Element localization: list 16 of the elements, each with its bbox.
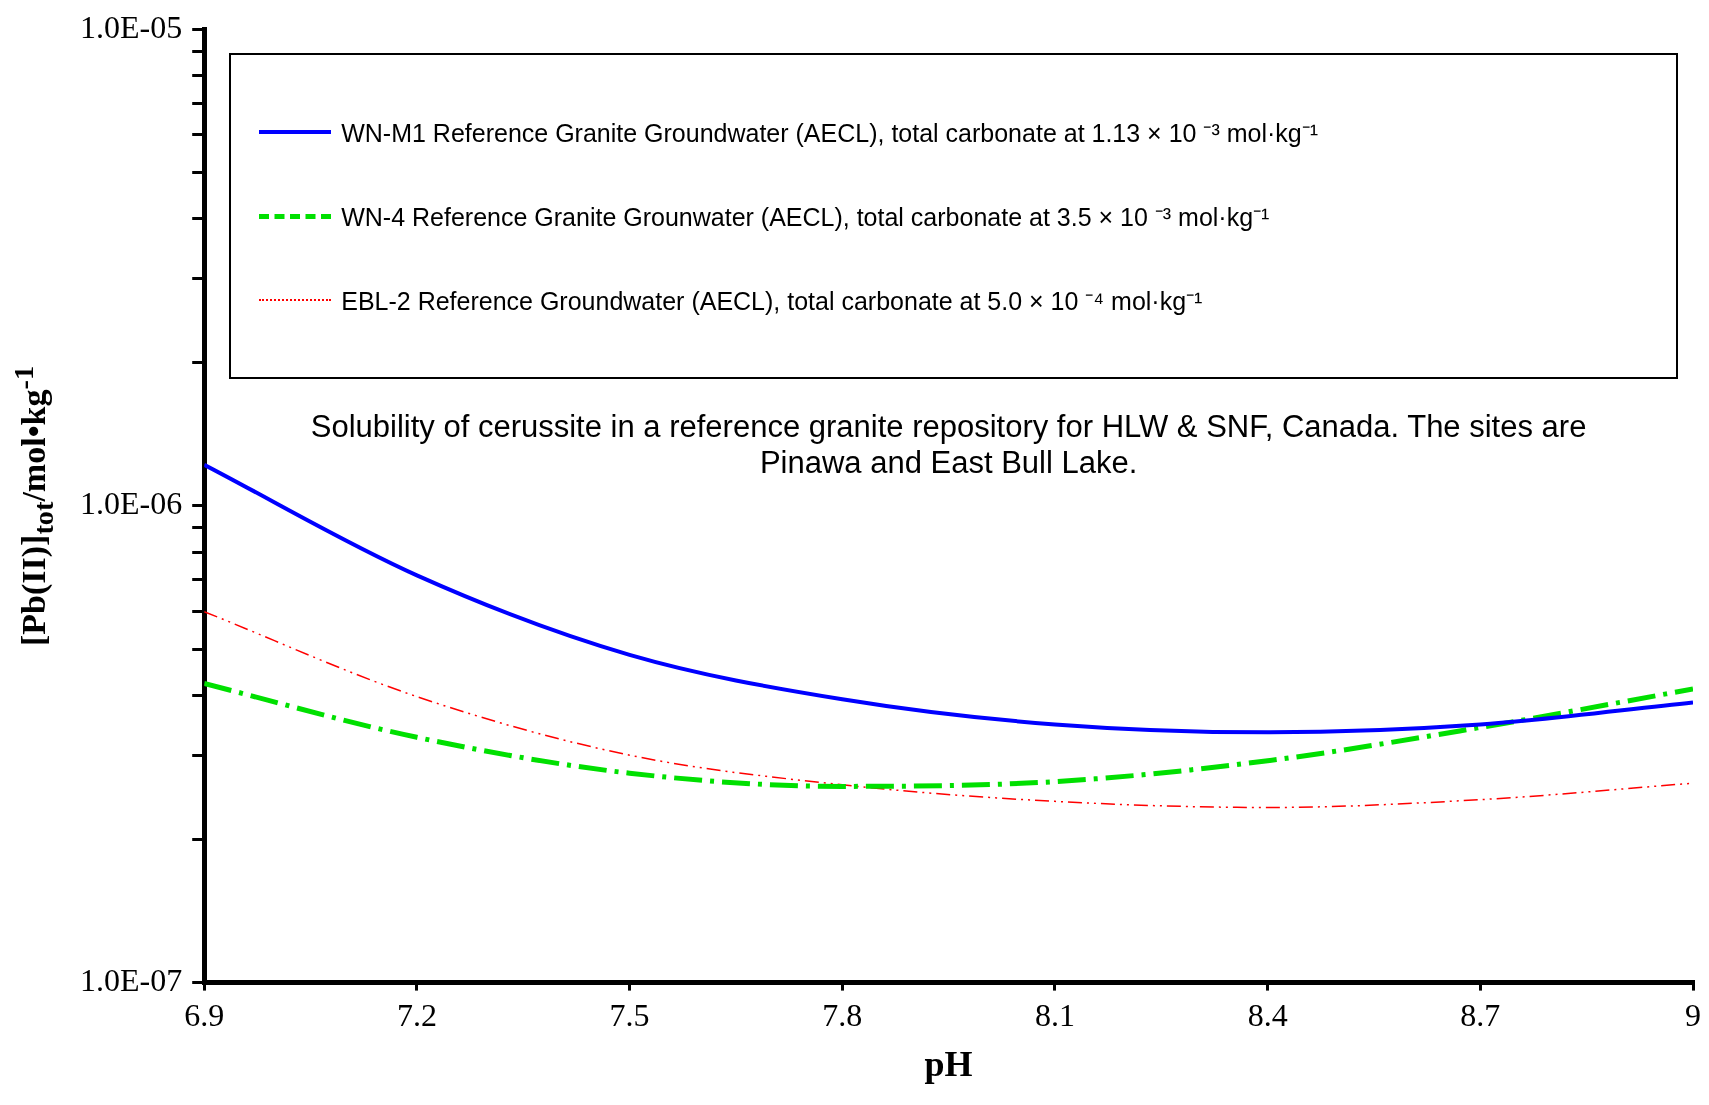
legend-label: EBL-2 Reference Groundwater (AECL), total carbonate at 5.0 × 10 ⁻⁴ mol·kg⁻¹ [341,286,1203,318]
x-tick-label: 8.7 [1460,997,1501,1034]
x-axis-title: pH [924,1042,973,1085]
x-tick-label: 8.1 [1034,997,1075,1034]
x-tick-label: 7.5 [609,997,650,1034]
y-tick-label: 1.0E-07 [80,962,183,999]
x-tick-label: 7.8 [822,997,863,1034]
legend-label: WN-M1 Reference Granite Groundwater (AECL), total carbonate at 1.13 × 10 ⁻³ mol·kg⁻¹ [341,118,1319,150]
legend-label: WN-4 Reference Granite Grounwater (AECL), total carbonate at 3.5 × 10 ⁻³ mol·kg⁻¹ [341,202,1270,234]
annotation: Solubility of cerussite in a reference granite repository for HLW & SNF, Canada. The sites are Pinawa and East Bull Lake. [309,409,1588,482]
x-tick-label: 9 [1685,997,1701,1034]
y-tick-label: 1.0E-05 [80,8,183,45]
x-tick-label: 7.2 [396,997,437,1034]
y-tick-label: 1.0E-06 [80,485,183,522]
x-tick-label: 8.4 [1247,997,1288,1034]
x-tick-label: 6.9 [184,997,225,1034]
